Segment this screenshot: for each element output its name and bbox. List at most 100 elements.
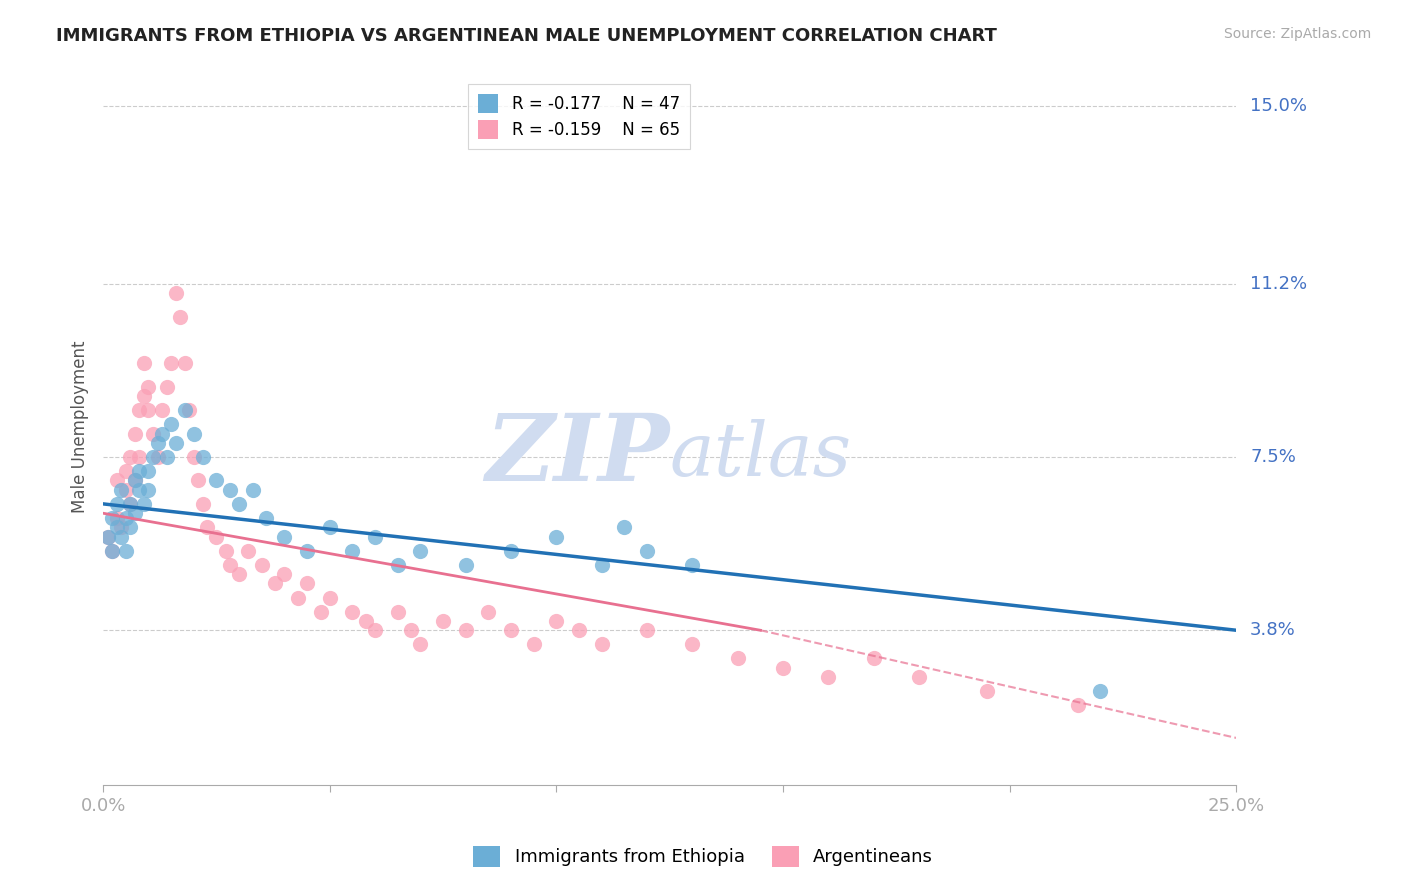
Point <box>409 637 432 651</box>
Point <box>142 426 165 441</box>
Point <box>124 426 146 441</box>
Point <box>772 661 794 675</box>
Point <box>124 474 146 488</box>
Point <box>120 450 142 464</box>
Point <box>219 483 242 497</box>
Point <box>264 576 287 591</box>
Point <box>155 380 177 394</box>
Point <box>387 558 409 572</box>
Point <box>138 403 160 417</box>
Point <box>105 497 128 511</box>
Point <box>242 483 264 497</box>
Point <box>1090 684 1112 698</box>
Point <box>128 450 150 464</box>
Point <box>160 417 183 432</box>
Legend: R = -0.177    N = 47, R = -0.159    N = 65: R = -0.177 N = 47, R = -0.159 N = 65 <box>468 84 690 149</box>
Point <box>101 543 124 558</box>
Point <box>287 591 309 605</box>
Text: ZIP: ZIP <box>485 410 669 500</box>
Text: 3.8%: 3.8% <box>1250 621 1296 640</box>
Point <box>110 520 132 534</box>
Point <box>501 543 523 558</box>
Point <box>523 637 546 651</box>
Point <box>295 543 318 558</box>
Point <box>128 403 150 417</box>
Point <box>197 520 219 534</box>
Point <box>681 637 703 651</box>
Point <box>183 426 205 441</box>
Point <box>636 543 658 558</box>
Point <box>146 450 169 464</box>
Point <box>342 543 364 558</box>
Point <box>219 558 242 572</box>
Point <box>132 356 155 370</box>
Point <box>150 403 173 417</box>
Point <box>183 450 205 464</box>
Point <box>546 614 568 628</box>
Y-axis label: Male Unemployment: Male Unemployment <box>72 341 89 513</box>
Point <box>165 436 187 450</box>
Point <box>254 511 277 525</box>
Point <box>142 450 165 464</box>
Point <box>120 497 142 511</box>
Point <box>187 474 209 488</box>
Point <box>342 605 364 619</box>
Point <box>364 624 387 638</box>
Point <box>155 450 177 464</box>
Text: 15.0%: 15.0% <box>1250 97 1308 115</box>
Point <box>250 558 273 572</box>
Point <box>165 286 187 301</box>
Point <box>862 651 884 665</box>
Point <box>120 520 142 534</box>
Point <box>228 567 250 582</box>
Point <box>114 483 136 497</box>
Point <box>409 543 432 558</box>
Point <box>128 464 150 478</box>
Text: IMMIGRANTS FROM ETHIOPIA VS ARGENTINEAN MALE UNEMPLOYMENT CORRELATION CHART: IMMIGRANTS FROM ETHIOPIA VS ARGENTINEAN … <box>56 27 997 45</box>
Point <box>138 464 160 478</box>
Point <box>214 543 236 558</box>
Point <box>101 543 124 558</box>
Point <box>817 670 839 684</box>
Point <box>295 576 318 591</box>
Point <box>354 614 377 628</box>
Point <box>501 624 523 638</box>
Point <box>364 530 387 544</box>
Point <box>636 624 658 638</box>
Point <box>110 483 132 497</box>
Point <box>591 637 613 651</box>
Point <box>97 530 120 544</box>
Point <box>454 624 477 638</box>
Point <box>568 624 591 638</box>
Point <box>114 511 136 525</box>
Point <box>179 403 201 417</box>
Point <box>205 530 228 544</box>
Point <box>132 497 155 511</box>
Point <box>173 403 195 417</box>
Point <box>124 474 146 488</box>
Point <box>591 558 613 572</box>
Point <box>114 543 136 558</box>
Point <box>309 605 332 619</box>
Point <box>105 474 128 488</box>
Point <box>205 474 228 488</box>
Point <box>105 520 128 534</box>
Point <box>160 356 183 370</box>
Point <box>1067 698 1090 713</box>
Point <box>124 506 146 520</box>
Point <box>101 511 124 525</box>
Point <box>105 511 128 525</box>
Point <box>454 558 477 572</box>
Point <box>110 530 132 544</box>
Point <box>138 380 160 394</box>
Point <box>432 614 454 628</box>
Point <box>319 520 342 534</box>
Text: atlas: atlas <box>669 419 852 491</box>
Point <box>146 436 169 450</box>
Legend: Immigrants from Ethiopia, Argentineans: Immigrants from Ethiopia, Argentineans <box>465 838 941 874</box>
Point <box>132 389 155 403</box>
Point <box>191 450 214 464</box>
Point <box>120 497 142 511</box>
Point <box>150 426 173 441</box>
Point <box>128 483 150 497</box>
